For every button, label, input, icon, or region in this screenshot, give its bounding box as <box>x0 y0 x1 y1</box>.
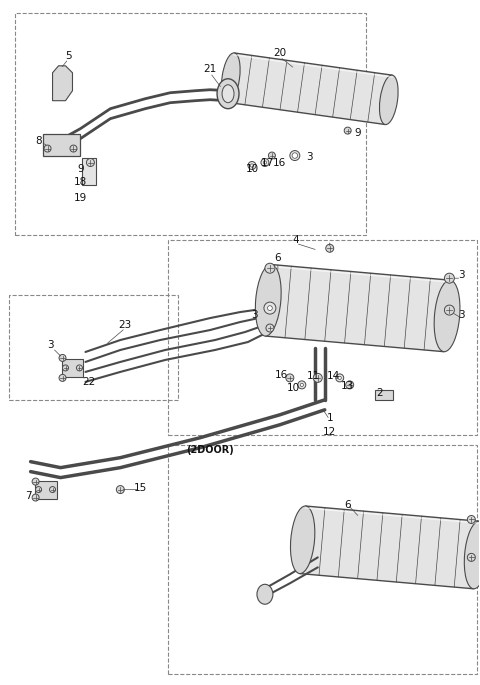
Text: 10: 10 <box>245 164 259 173</box>
Circle shape <box>59 354 66 362</box>
Text: 6: 6 <box>344 499 351 510</box>
Text: 16: 16 <box>275 370 288 380</box>
Text: 5: 5 <box>65 51 72 61</box>
Ellipse shape <box>257 584 273 604</box>
Text: 16: 16 <box>273 158 287 168</box>
Polygon shape <box>300 506 480 589</box>
Text: 14: 14 <box>327 371 340 381</box>
Circle shape <box>268 152 276 159</box>
Circle shape <box>338 376 341 379</box>
Circle shape <box>468 553 475 562</box>
Text: 7: 7 <box>25 490 32 501</box>
Ellipse shape <box>217 79 239 109</box>
Polygon shape <box>265 264 450 351</box>
Circle shape <box>444 305 455 315</box>
Ellipse shape <box>222 85 234 103</box>
Text: 3: 3 <box>307 151 313 162</box>
Circle shape <box>261 158 269 166</box>
Ellipse shape <box>380 75 398 125</box>
Circle shape <box>326 245 334 252</box>
Circle shape <box>292 153 298 158</box>
Ellipse shape <box>464 521 480 589</box>
Circle shape <box>36 486 42 493</box>
Circle shape <box>313 373 322 382</box>
Text: 20: 20 <box>273 48 287 58</box>
Circle shape <box>116 486 124 494</box>
Text: 10: 10 <box>288 383 300 393</box>
Circle shape <box>32 494 39 501</box>
Circle shape <box>264 302 276 314</box>
Text: 3: 3 <box>252 310 258 320</box>
Text: 13: 13 <box>341 381 354 391</box>
Circle shape <box>251 164 253 167</box>
Circle shape <box>300 384 303 386</box>
Bar <box>9 295 178 400</box>
Circle shape <box>444 273 455 283</box>
Circle shape <box>264 161 266 164</box>
Text: 11: 11 <box>307 371 321 381</box>
Text: 12: 12 <box>323 427 336 437</box>
Circle shape <box>265 263 275 273</box>
Circle shape <box>59 375 66 382</box>
Circle shape <box>62 365 69 371</box>
FancyBboxPatch shape <box>43 134 81 155</box>
Text: 4: 4 <box>292 235 299 245</box>
Text: 3: 3 <box>458 270 465 280</box>
Text: 21: 21 <box>204 64 216 74</box>
Circle shape <box>346 381 354 389</box>
Ellipse shape <box>290 506 315 573</box>
Text: 6: 6 <box>275 253 281 263</box>
Text: 9: 9 <box>354 127 361 138</box>
Text: 18: 18 <box>74 177 87 188</box>
Text: 8: 8 <box>35 136 42 146</box>
Bar <box>61 359 84 377</box>
Bar <box>168 445 477 674</box>
Circle shape <box>86 158 95 166</box>
Text: 15: 15 <box>133 482 147 493</box>
Text: 9: 9 <box>77 164 84 173</box>
Text: 2: 2 <box>376 388 383 398</box>
Text: 23: 23 <box>119 320 132 330</box>
Circle shape <box>70 145 77 152</box>
Bar <box>15 13 366 236</box>
Ellipse shape <box>255 264 281 336</box>
Bar <box>83 158 96 186</box>
Circle shape <box>266 324 274 332</box>
Circle shape <box>267 306 272 310</box>
Circle shape <box>32 478 39 485</box>
Text: 1: 1 <box>326 413 333 423</box>
Ellipse shape <box>434 280 460 351</box>
Circle shape <box>76 365 83 371</box>
Circle shape <box>298 381 306 389</box>
Circle shape <box>49 486 56 493</box>
Polygon shape <box>228 53 392 125</box>
Circle shape <box>468 516 475 523</box>
FancyBboxPatch shape <box>374 390 393 400</box>
Text: (2DOOR): (2DOOR) <box>186 445 234 455</box>
Text: 22: 22 <box>82 377 95 387</box>
Bar <box>35 481 57 499</box>
Circle shape <box>44 145 51 152</box>
Circle shape <box>344 127 351 134</box>
Text: 17: 17 <box>261 158 275 168</box>
Circle shape <box>336 374 344 382</box>
Circle shape <box>286 374 294 382</box>
Bar <box>168 240 477 435</box>
Text: 19: 19 <box>74 193 87 203</box>
Text: 3: 3 <box>458 310 465 320</box>
Polygon shape <box>52 66 72 101</box>
Ellipse shape <box>221 53 240 102</box>
Circle shape <box>290 151 300 160</box>
Text: 3: 3 <box>47 340 54 350</box>
Circle shape <box>248 162 256 169</box>
